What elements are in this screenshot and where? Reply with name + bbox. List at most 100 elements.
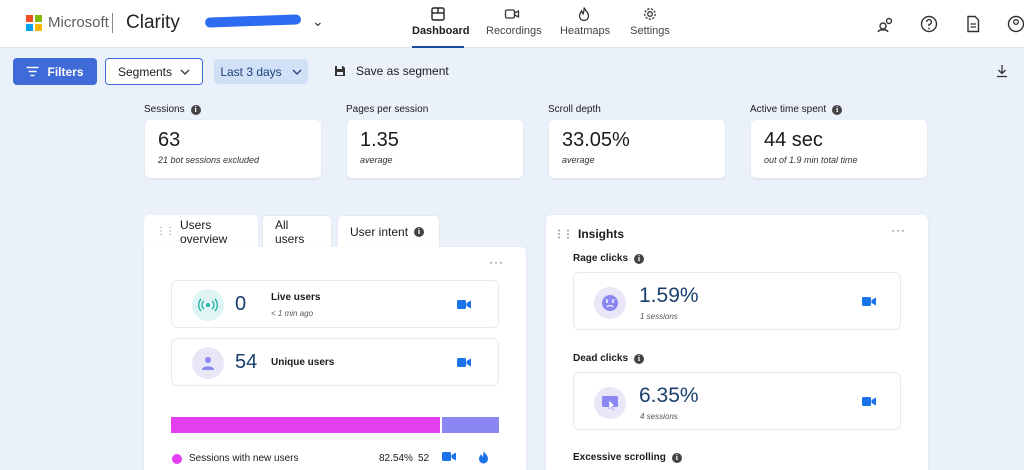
dashboard-icon bbox=[431, 7, 445, 21]
legend-dot bbox=[172, 454, 182, 464]
live-users-value: 0 bbox=[235, 293, 247, 315]
metric-value: 1.35 bbox=[360, 129, 399, 151]
tab-dashboard-label: Dashboard bbox=[412, 25, 470, 37]
account-icon[interactable] bbox=[1006, 14, 1024, 34]
info-icon[interactable]: i bbox=[634, 253, 645, 264]
drag-handle-icon[interactable]: ⋮⋮ bbox=[156, 226, 175, 237]
metric-value: 44 sec bbox=[764, 129, 823, 151]
heatmap-flame-icon[interactable] bbox=[478, 450, 489, 464]
rage-clicks-value: 1.59% bbox=[639, 284, 699, 307]
sessions-metric-card: 63 21 bot sessions excluded bbox=[145, 120, 321, 178]
info-icon[interactable]: i bbox=[190, 104, 201, 115]
app-name[interactable]: Clarity bbox=[126, 12, 180, 33]
legend-percentage: 82.54% bbox=[379, 453, 413, 464]
live-users-label: Live users bbox=[271, 292, 321, 303]
tab-heatmaps-label: Heatmaps bbox=[560, 25, 611, 37]
insights-title-text: Insights bbox=[578, 227, 625, 241]
tab-dashboard[interactable]: Dashboard bbox=[412, 6, 469, 48]
segments-label: Segments bbox=[117, 64, 173, 79]
info-icon[interactable]: i bbox=[671, 452, 682, 463]
recording-camera-icon[interactable] bbox=[457, 357, 471, 368]
tab-user-intent[interactable]: User intent i bbox=[337, 215, 440, 247]
unique-users-label: Unique users bbox=[271, 357, 335, 368]
drag-handle-icon[interactable]: ⋮⋮ bbox=[554, 228, 573, 240]
info-icon[interactable]: i bbox=[414, 226, 425, 237]
live-signal-icon bbox=[192, 289, 224, 321]
recording-camera-icon[interactable] bbox=[862, 296, 876, 307]
recording-camera-icon[interactable] bbox=[862, 396, 876, 407]
rage-clicks-sessions: 1 sessions bbox=[640, 312, 678, 321]
tab-settings-label: Settings bbox=[630, 25, 670, 37]
more-options-icon[interactable]: ··· bbox=[891, 223, 906, 237]
filters-button[interactable]: Filters bbox=[13, 58, 97, 85]
users-overview-panel: ··· 0 Live users < 1 min ago 54 Unique u… bbox=[144, 247, 526, 470]
date-range-dropdown[interactable]: Last 3 days bbox=[214, 59, 308, 84]
pages-per-session-metric-label: Pages per session bbox=[346, 104, 428, 115]
metric-subtext: average bbox=[360, 155, 393, 165]
unique-users-value: 54 bbox=[235, 351, 258, 373]
info-icon[interactable]: i bbox=[832, 104, 843, 115]
logo-yellow-square bbox=[35, 24, 42, 31]
logo-green-square bbox=[35, 15, 42, 22]
metric-label-text: Sessions bbox=[144, 104, 185, 115]
share-users-icon[interactable] bbox=[876, 14, 896, 34]
video-icon bbox=[504, 9, 520, 19]
metric-subtext: out of 1.9 min total time bbox=[764, 155, 858, 165]
tab-all-users[interactable]: All users bbox=[262, 215, 332, 247]
legend-label: Sessions with new users bbox=[189, 453, 299, 464]
document-icon[interactable] bbox=[963, 14, 983, 34]
download-icon[interactable] bbox=[996, 64, 1008, 78]
live-users-card[interactable]: 0 Live users < 1 min ago bbox=[171, 280, 499, 328]
tab-heatmaps[interactable]: Heatmaps bbox=[560, 6, 611, 44]
recording-camera-icon[interactable] bbox=[457, 299, 471, 310]
brand-divider bbox=[112, 13, 113, 33]
insights-title: ⋮⋮ Insights bbox=[554, 227, 624, 241]
unique-users-card[interactable]: 54 Unique users bbox=[171, 338, 499, 386]
dead-clicks-sessions: 4 sessions bbox=[640, 412, 678, 421]
dead-clicks-card[interactable]: 6.35% 4 sessions bbox=[573, 372, 901, 430]
help-icon[interactable] bbox=[919, 14, 939, 34]
dead-clicks-value: 6.35% bbox=[639, 384, 699, 407]
more-options-icon[interactable]: ··· bbox=[489, 255, 504, 269]
chevron-down-icon bbox=[292, 69, 302, 75]
date-range-label: Last 3 days bbox=[220, 64, 282, 79]
legend-count: 52 bbox=[418, 453, 430, 464]
gear-icon bbox=[644, 8, 656, 20]
legend-row-new-users: Sessions with new users 82.54% 52 bbox=[172, 450, 500, 467]
metric-label-text: Active time spent bbox=[750, 104, 827, 115]
insight-label-text: Dead clicks bbox=[573, 353, 629, 364]
new-users-bar-segment[interactable] bbox=[171, 417, 441, 433]
tab-recordings-label: Recordings bbox=[486, 25, 542, 37]
microsoft-logo bbox=[26, 15, 42, 31]
tab-recordings[interactable]: Recordings bbox=[486, 6, 542, 44]
segments-dropdown[interactable]: Segments bbox=[105, 58, 203, 85]
recording-camera-icon[interactable] bbox=[442, 451, 456, 462]
metric-label-text: Pages per session bbox=[346, 104, 429, 115]
project-name-redacted[interactable] bbox=[204, 14, 302, 28]
dead-click-icon bbox=[594, 387, 626, 419]
returning-users-bar-segment[interactable] bbox=[442, 417, 499, 433]
rage-clicks-card[interactable]: 1.59% 1 sessions bbox=[573, 272, 901, 330]
chevron-down-icon[interactable]: ⌄ bbox=[312, 13, 324, 29]
live-users-subtext: < 1 min ago bbox=[271, 309, 314, 318]
metric-value: 63 bbox=[158, 129, 181, 151]
filters-label: Filters bbox=[47, 64, 84, 79]
metric-value: 33.05% bbox=[562, 129, 630, 151]
tab-settings[interactable]: Settings bbox=[630, 6, 670, 44]
info-icon[interactable]: i bbox=[634, 353, 645, 364]
tab-users-overview-label: Users overview bbox=[180, 217, 228, 246]
flame-icon bbox=[578, 7, 590, 22]
save-as-segment-label: Save as segment bbox=[356, 64, 449, 78]
metric-subtext: average bbox=[562, 155, 595, 165]
tab-all-users-label: All users bbox=[275, 217, 305, 246]
metric-subtext: 21 bot sessions excluded bbox=[158, 155, 260, 165]
angry-face-icon bbox=[594, 287, 626, 319]
insights-panel: ⋮⋮ Insights ··· Rage clicks i 1.59% 1 se… bbox=[546, 215, 928, 470]
save-as-segment-button[interactable]: Save as segment bbox=[334, 64, 449, 78]
sessions-metric-label: Sessions i bbox=[144, 104, 201, 115]
top-bar: Microsoft Clarity ⌄ Dashboard Recordings… bbox=[0, 0, 1024, 48]
tab-users-overview[interactable]: ⋮⋮ Users overview bbox=[144, 215, 258, 248]
user-type-bar bbox=[171, 417, 499, 433]
scroll-depth-metric-card: 33.05% average bbox=[549, 120, 725, 178]
active-time-metric-card: 44 sec out of 1.9 min total time bbox=[751, 120, 927, 178]
